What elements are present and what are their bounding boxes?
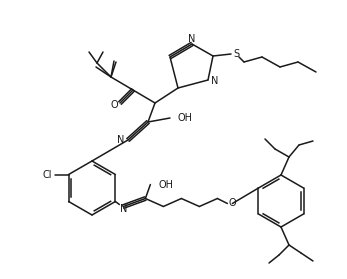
Text: N: N — [117, 135, 125, 145]
Text: O: O — [110, 100, 118, 110]
Text: OH: OH — [158, 179, 174, 189]
Text: S: S — [233, 49, 239, 59]
Text: N: N — [211, 76, 219, 86]
Text: Cl: Cl — [43, 170, 52, 179]
Text: O: O — [229, 198, 236, 208]
Text: N: N — [188, 34, 196, 44]
Text: N: N — [120, 203, 127, 213]
Text: OH: OH — [178, 113, 193, 123]
